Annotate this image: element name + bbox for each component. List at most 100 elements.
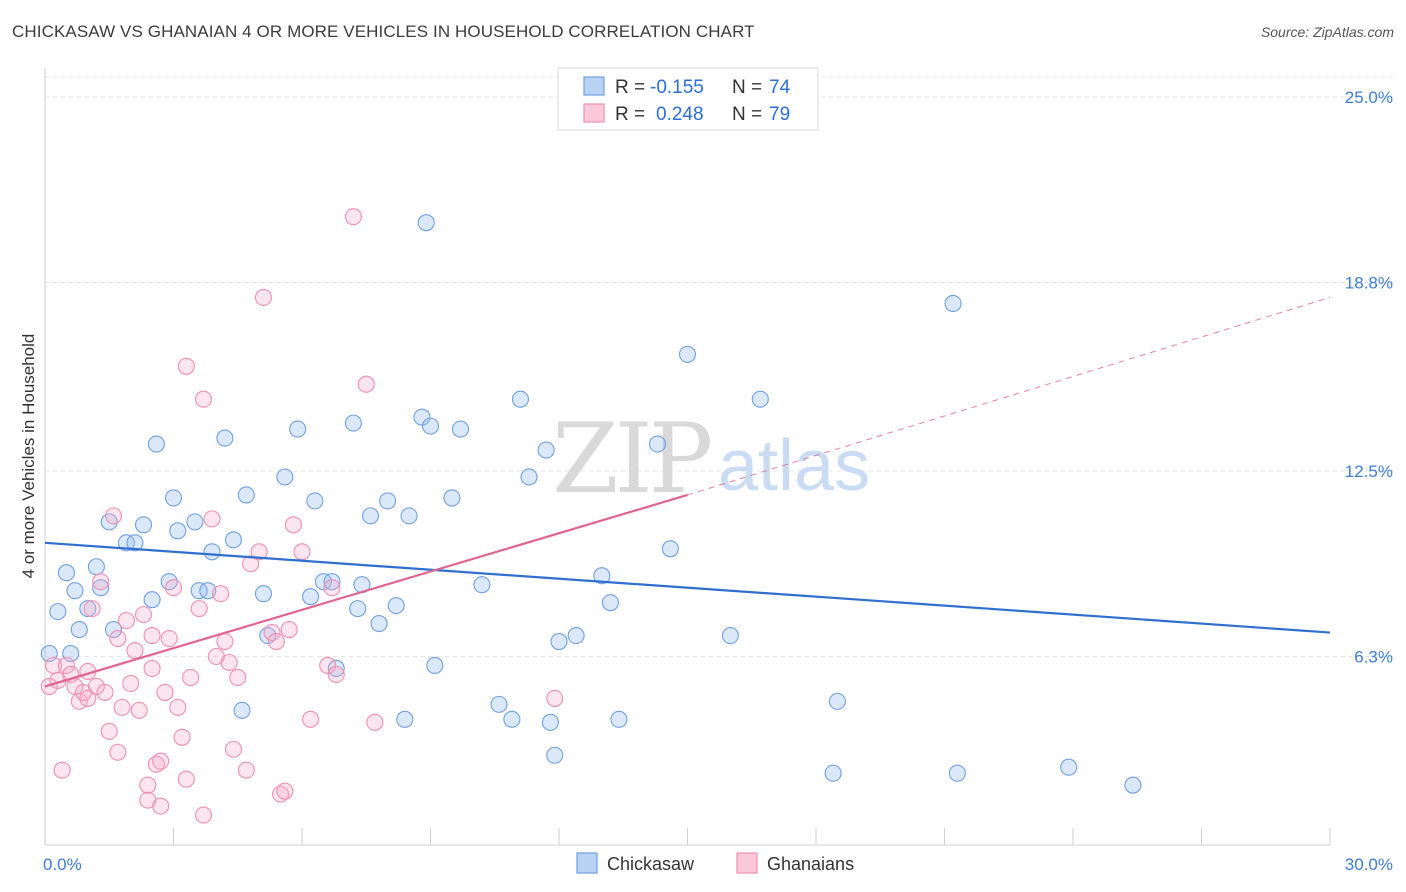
chickasaw-point <box>721 627 739 645</box>
ghanaians-point <box>152 752 170 770</box>
chickasaw-point <box>87 558 105 576</box>
chickasaw-point <box>944 294 962 312</box>
ghanaians-point <box>203 510 221 528</box>
chickasaw-point <box>276 468 294 486</box>
ghanaians-point <box>117 612 135 630</box>
chickasaw-point <box>567 627 585 645</box>
y-tick-label: 6.3% <box>1354 648 1393 667</box>
chickasaw-point <box>824 764 842 782</box>
ghanaians-point <box>366 713 384 731</box>
ghanaians-point <box>164 579 183 597</box>
chickasaw-point <box>490 695 508 713</box>
chickasaw-point <box>117 534 135 552</box>
ghanaians-point <box>302 710 320 728</box>
y-tick-label: 12.5% <box>1345 462 1393 481</box>
source-label: Source: ZipAtlas.com <box>1260 24 1394 40</box>
chickasaw-point <box>443 489 461 507</box>
ghanaians-point <box>194 390 213 408</box>
chickasaw-point <box>233 701 251 719</box>
legend-n-label-1: N = <box>732 77 762 98</box>
ghanaians-point <box>173 728 191 746</box>
chickasaw-point <box>203 543 221 561</box>
x-tick-label: 0.0% <box>43 855 82 874</box>
x-tick-label: 30.0% <box>1345 855 1393 874</box>
chickasaw-point <box>828 692 846 710</box>
chart-title: CHICKASAW VS GHANAIAN 4 OR MORE VEHICLES… <box>12 22 755 41</box>
chickasaw-point <box>302 588 320 606</box>
bottom-legend-swatch-ghanaians <box>736 852 758 874</box>
ghanaians-point <box>100 722 118 740</box>
legend-r-label-2: R = <box>615 104 645 125</box>
ghanaians-point <box>79 689 97 707</box>
chickasaw-point <box>70 621 88 639</box>
ghanaians-trend-line <box>44 493 688 688</box>
ghanaians-point <box>57 656 75 675</box>
chickasaw-point <box>49 603 67 621</box>
ghanaians-point <box>169 698 187 716</box>
ghanaians-point <box>139 776 157 794</box>
ghanaians-point <box>109 630 127 648</box>
ghanaians-point <box>53 761 71 779</box>
legend-box: R = -0.155 N = 74 R = 0.248 N = 79 <box>557 67 819 131</box>
chickasaw-point <box>361 507 380 525</box>
legend-r-value-1: -0.155 <box>650 77 704 98</box>
ghanaians-point <box>40 677 58 695</box>
legend-swatch-ghanaians <box>583 103 605 123</box>
chickasaw-point <box>400 507 418 525</box>
ghanaians-point <box>109 743 127 761</box>
chickasaw-point <box>134 516 153 534</box>
chickasaw-point <box>417 214 435 232</box>
ghanaians-point <box>224 740 243 758</box>
chickasaw-point <box>537 441 555 459</box>
ghanaians-point <box>263 624 281 642</box>
bottom-legend-chickasaw: Chickasaw <box>607 854 695 874</box>
y-tick-label: 25.0% <box>1345 88 1393 107</box>
ghanaians-point <box>280 621 298 639</box>
legend-r-value-2: 0.248 <box>656 104 704 125</box>
chickasaw-point <box>396 710 414 728</box>
chickasaw-point <box>678 345 697 363</box>
ghanaians-point <box>357 375 375 393</box>
legend-swatch-chickasaw <box>583 76 605 96</box>
ghanaians-point <box>276 782 294 800</box>
chickasaw-point <box>224 531 243 549</box>
tick-labels: 6.3% 12.5% 18.8% 25.0% 0.0% 30.0% <box>43 88 1393 874</box>
ghanaians-point <box>190 600 208 618</box>
bottom-legend-ghanaians: Ghanaians <box>767 854 854 874</box>
legend-r-label-1: R = <box>615 77 645 98</box>
chickasaw-point <box>426 656 444 675</box>
chickasaw-point <box>661 540 679 558</box>
chickasaw-point <box>379 492 397 510</box>
ghanaians-point <box>250 543 268 561</box>
legend-n-value-2: 79 <box>769 104 790 125</box>
chickasaw-point <box>66 582 84 600</box>
ghanaians-point <box>229 668 247 686</box>
y-axis-label: 4 or more Vehicles in Household <box>19 334 38 579</box>
chickasaw-point <box>216 429 234 447</box>
ghanaians-point <box>83 600 101 618</box>
chickasaw-point <box>237 486 255 504</box>
ghanaians-point <box>104 507 123 525</box>
chickasaw-point <box>104 621 123 639</box>
legend-n-value-1: 74 <box>769 77 791 98</box>
data-points <box>40 208 1142 824</box>
ghanaians-point <box>220 653 238 672</box>
ghanaians-point <box>177 770 195 788</box>
chickasaw-point <box>92 579 110 597</box>
chickasaw-point <box>57 564 75 582</box>
watermark-atlas: atlas <box>718 426 870 506</box>
ghanaians-point <box>267 632 285 651</box>
y-tick-label: 18.8% <box>1345 274 1393 293</box>
ghanaians-point <box>212 585 230 603</box>
chickasaw-point <box>1124 776 1142 794</box>
chickasaw-point <box>314 573 332 591</box>
chickasaw-point <box>1060 758 1078 776</box>
legend-n-label-2: N = <box>732 104 762 125</box>
chickasaw-point <box>344 414 362 432</box>
chickasaw-point <box>306 492 324 510</box>
chickasaw-point <box>610 710 628 728</box>
ghanaians-point <box>113 698 131 716</box>
bottom-legend-swatch-chickasaw <box>576 852 598 874</box>
chickasaw-point <box>413 408 431 426</box>
